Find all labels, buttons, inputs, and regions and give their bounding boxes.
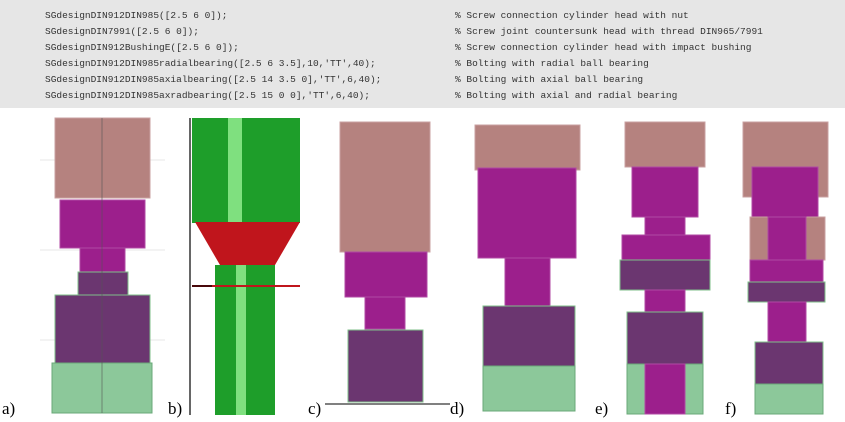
panel-c-drawing bbox=[325, 122, 450, 404]
panel-b-drawing bbox=[190, 118, 300, 415]
panel-d-drawing bbox=[475, 125, 580, 411]
panel-label: b) bbox=[168, 399, 182, 418]
panel-e-drawing bbox=[620, 122, 710, 414]
panel-f-drawing bbox=[743, 122, 828, 414]
panel-label: a) bbox=[2, 399, 15, 418]
panel-label: d) bbox=[450, 399, 464, 418]
panel-a-drawing bbox=[40, 118, 165, 413]
page: SGdesignDIN912DIN985([2.5 6 0]);% Screw … bbox=[0, 0, 845, 422]
panel-label: c) bbox=[308, 399, 321, 418]
figure: a) b) c) d) e) f) bbox=[0, 0, 845, 422]
panel-label: e) bbox=[595, 399, 608, 418]
panel-label: f) bbox=[725, 399, 736, 418]
